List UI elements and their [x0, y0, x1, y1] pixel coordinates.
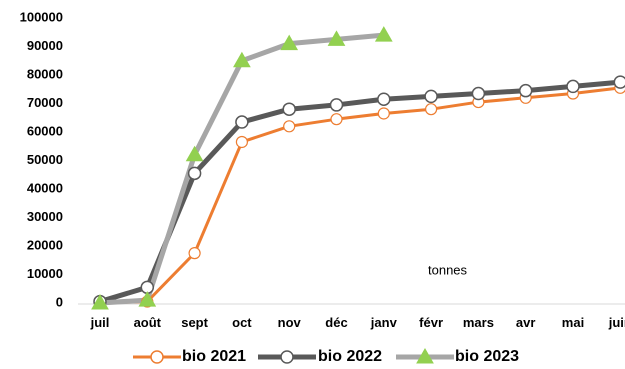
y-tick-label: 30000	[27, 209, 63, 224]
y-tick-label: 70000	[27, 95, 63, 110]
data-point-bio-2022	[613, 75, 625, 89]
data-point-bio-2022	[282, 102, 296, 116]
data-point-bio-2023	[185, 145, 204, 162]
x-tick-label: déc	[325, 315, 347, 330]
data-point-bio-2022	[566, 79, 580, 94]
y-tick-label: 20000	[27, 237, 63, 252]
data-point-bio-2023	[233, 51, 251, 68]
x-axis: juil août sept oct nov déc janv févr mars avr mai j…	[90, 315, 625, 330]
x-tick-label: févr	[419, 315, 443, 330]
data-point-bio-2022	[377, 92, 391, 106]
data-point-bio-2021	[425, 103, 438, 116]
data-point-bio-2022	[329, 98, 344, 112]
data-point-bio-2021	[283, 120, 296, 133]
annotation-group: tonnes	[362, 262, 468, 277]
data-point-bio-2022	[471, 86, 486, 101]
data-point-bio-2022	[424, 89, 438, 104]
y-tick-label: 90000	[27, 38, 63, 53]
legend-swatch-marker	[150, 350, 164, 364]
y-tick-label: 100000	[20, 9, 63, 24]
series-lines	[97, 32, 623, 306]
series-markers	[91, 26, 625, 310]
y-axis: 0 10000 20000 30000 40000 50000 60000 70000 8000…	[20, 9, 63, 309]
legend-label: bio 2022	[318, 348, 382, 365]
legend-item-bio-2021: bio 2021	[133, 348, 246, 365]
x-tick-label: août	[134, 315, 162, 330]
y-tick-label: 50000	[27, 152, 63, 167]
data-point-bio-2022	[235, 115, 249, 129]
data-point-bio-2023	[280, 34, 299, 51]
data-point-bio-2023	[91, 293, 109, 310]
data-point-bio-2023	[374, 26, 393, 42]
y-tick-label: 80000	[27, 66, 63, 81]
legend-swatch-marker	[416, 347, 434, 364]
series-line-bio-2021	[98, 86, 622, 305]
y-tick-label: 0	[56, 294, 63, 309]
y-tick-label: 40000	[27, 180, 63, 195]
x-tick-label: nov	[278, 315, 302, 330]
series-line-bio-2022	[97, 79, 623, 305]
x-tick-label: oct	[232, 315, 252, 330]
data-point-bio-2023	[138, 291, 157, 307]
x-tick-label: janv	[370, 315, 398, 330]
y-tick-label: 60000	[27, 123, 63, 138]
legend: bio 2021 bio 2022 bio 2023	[133, 347, 519, 365]
data-point-bio-2021	[188, 247, 201, 260]
x-tick-label: mai	[562, 315, 584, 330]
x-tick-label: juil	[90, 315, 110, 330]
legend-label: bio 2023	[455, 348, 519, 365]
data-point-bio-2022	[518, 83, 533, 98]
annotation-tonnes: tonnes	[428, 262, 468, 277]
legend-item-bio-2022: bio 2022	[258, 348, 382, 365]
x-tick-label: juin	[608, 315, 625, 330]
data-point-bio-2021	[235, 135, 248, 149]
legend-swatch-marker	[280, 350, 294, 364]
data-point-bio-2021	[330, 113, 343, 126]
data-point-bio-2023	[327, 30, 346, 46]
x-tick-label: mars	[463, 315, 494, 330]
legend-item-bio-2023: bio 2023	[396, 347, 519, 365]
data-point-bio-2022	[187, 166, 202, 181]
x-tick-label: avr	[516, 315, 536, 330]
legend-label: bio 2021	[182, 348, 246, 365]
y-tick-label: 10000	[27, 266, 63, 281]
data-point-bio-2021	[377, 107, 390, 120]
x-tick-label: sept	[181, 315, 208, 330]
series-line-bio-2023	[97, 32, 387, 306]
